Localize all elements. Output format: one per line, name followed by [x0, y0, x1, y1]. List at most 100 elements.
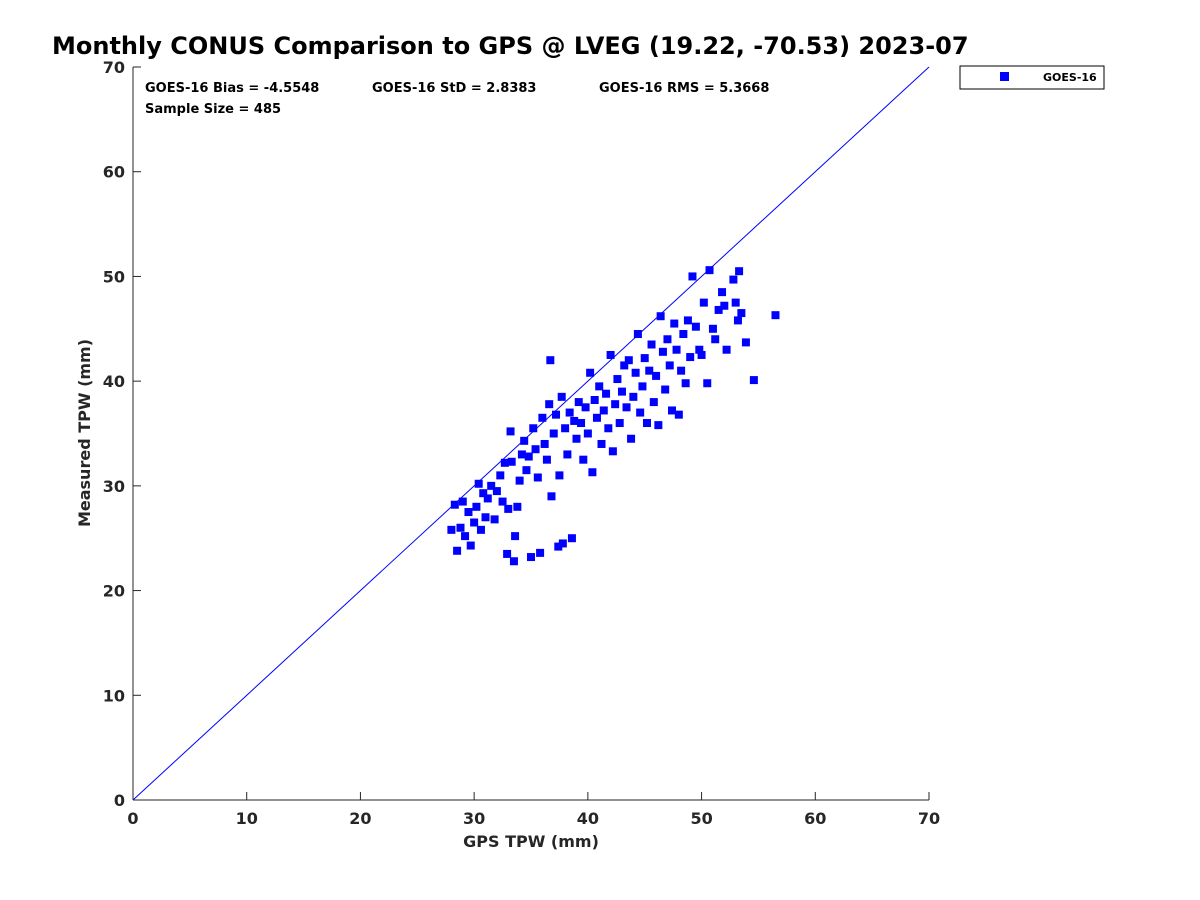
data-point: [617, 387, 626, 396]
data-point: [538, 413, 547, 422]
data-point: [633, 330, 642, 339]
data-point: [661, 385, 670, 394]
data-point: [481, 513, 490, 522]
legend-marker: [1000, 72, 1009, 81]
data-point: [599, 406, 608, 415]
rms-stat: GOES-16 RMS = 5.3668: [599, 81, 769, 96]
data-point: [620, 361, 629, 370]
data-point: [656, 312, 665, 321]
data-point: [679, 330, 688, 339]
data-point: [622, 403, 631, 412]
data-point: [461, 532, 470, 541]
x-tick-label: 0: [127, 809, 138, 828]
legend: GOES-16: [959, 65, 1105, 90]
x-tick-label: 40: [577, 809, 599, 828]
data-point: [695, 345, 704, 354]
data-point: [522, 466, 531, 475]
data-point: [647, 340, 656, 349]
one-to-one-line: [132, 66, 930, 801]
data-point: [558, 539, 567, 548]
data-point: [631, 368, 640, 377]
x-tick-label: 30: [463, 809, 485, 828]
x-tick-label: 70: [918, 809, 940, 828]
data-point: [604, 424, 613, 433]
data-point: [595, 382, 604, 391]
data-point: [458, 497, 467, 506]
data-point: [466, 541, 475, 550]
x-tick-label: 60: [804, 809, 826, 828]
y-tick-label: 70: [103, 58, 125, 77]
data-point: [771, 311, 780, 320]
data-point: [652, 371, 661, 380]
data-point: [606, 350, 615, 359]
data-point: [645, 366, 654, 375]
data-point: [554, 542, 563, 551]
data-point: [592, 413, 601, 422]
data-point: [506, 427, 515, 436]
data-point: [479, 489, 488, 498]
data-point: [602, 389, 611, 398]
data-point: [490, 515, 499, 524]
data-point: [711, 335, 720, 344]
x-tick-label: 10: [236, 809, 258, 828]
sample-size-stat: Sample Size = 485: [145, 102, 281, 117]
data-point: [674, 410, 683, 419]
chart-title: Monthly CONUS Comparison to GPS @ LVEG (…: [52, 32, 969, 60]
legend-box: [959, 65, 1105, 90]
data-point: [529, 424, 538, 433]
data-point: [570, 416, 579, 425]
data-point: [549, 429, 558, 438]
data-point: [557, 392, 566, 401]
data-point: [574, 398, 583, 407]
data-point: [546, 356, 555, 365]
data-point: [749, 376, 758, 385]
std-stat: GOES-16 StD = 2.8383: [372, 81, 536, 96]
data-point: [520, 436, 529, 445]
data-point: [613, 375, 622, 384]
data-point: [536, 548, 545, 557]
data-point: [681, 379, 690, 388]
data-point: [540, 439, 549, 448]
data-point: [470, 518, 479, 527]
data-point: [624, 356, 633, 365]
data-point: [579, 455, 588, 464]
data-point: [487, 481, 496, 490]
data-point: [474, 479, 483, 488]
data-point: [500, 458, 509, 467]
y-tick-label: 40: [103, 372, 125, 391]
data-point: [542, 455, 551, 464]
data-point: [686, 353, 695, 362]
y-axis-label: Measured TPW (mm): [75, 339, 94, 527]
data-point: [464, 508, 473, 517]
data-point: [498, 497, 507, 506]
data-point: [555, 471, 564, 480]
plot-area: 0 10 20 30 40 50 60 70 0 10 20 30 40 50 60 70: [103, 58, 940, 828]
data-point: [703, 379, 712, 388]
data-point: [527, 553, 535, 562]
data-point: [504, 504, 513, 513]
data-point: [654, 421, 663, 430]
data-point: [453, 546, 462, 555]
data-point: [476, 525, 485, 534]
data-point: [615, 419, 624, 428]
data-point: [699, 298, 708, 307]
data-point: [611, 400, 620, 409]
data-point: [658, 347, 667, 356]
data-point: [668, 406, 677, 415]
data-point: [729, 275, 738, 284]
data-point: [590, 395, 599, 404]
data-point: [691, 322, 700, 331]
data-point: [492, 487, 501, 496]
data-point: [577, 419, 586, 428]
data-point: [503, 549, 512, 558]
data-point: [665, 361, 674, 370]
data-point: [581, 403, 590, 412]
data-point: [588, 468, 597, 477]
bias-stat: GOES-16 Bias = -4.5548: [145, 81, 319, 96]
data-point: [608, 447, 617, 456]
data-point: [688, 272, 697, 281]
data-point: [629, 392, 638, 401]
data-point: [456, 523, 465, 532]
data-point: [705, 266, 714, 275]
data-point: [472, 502, 481, 511]
